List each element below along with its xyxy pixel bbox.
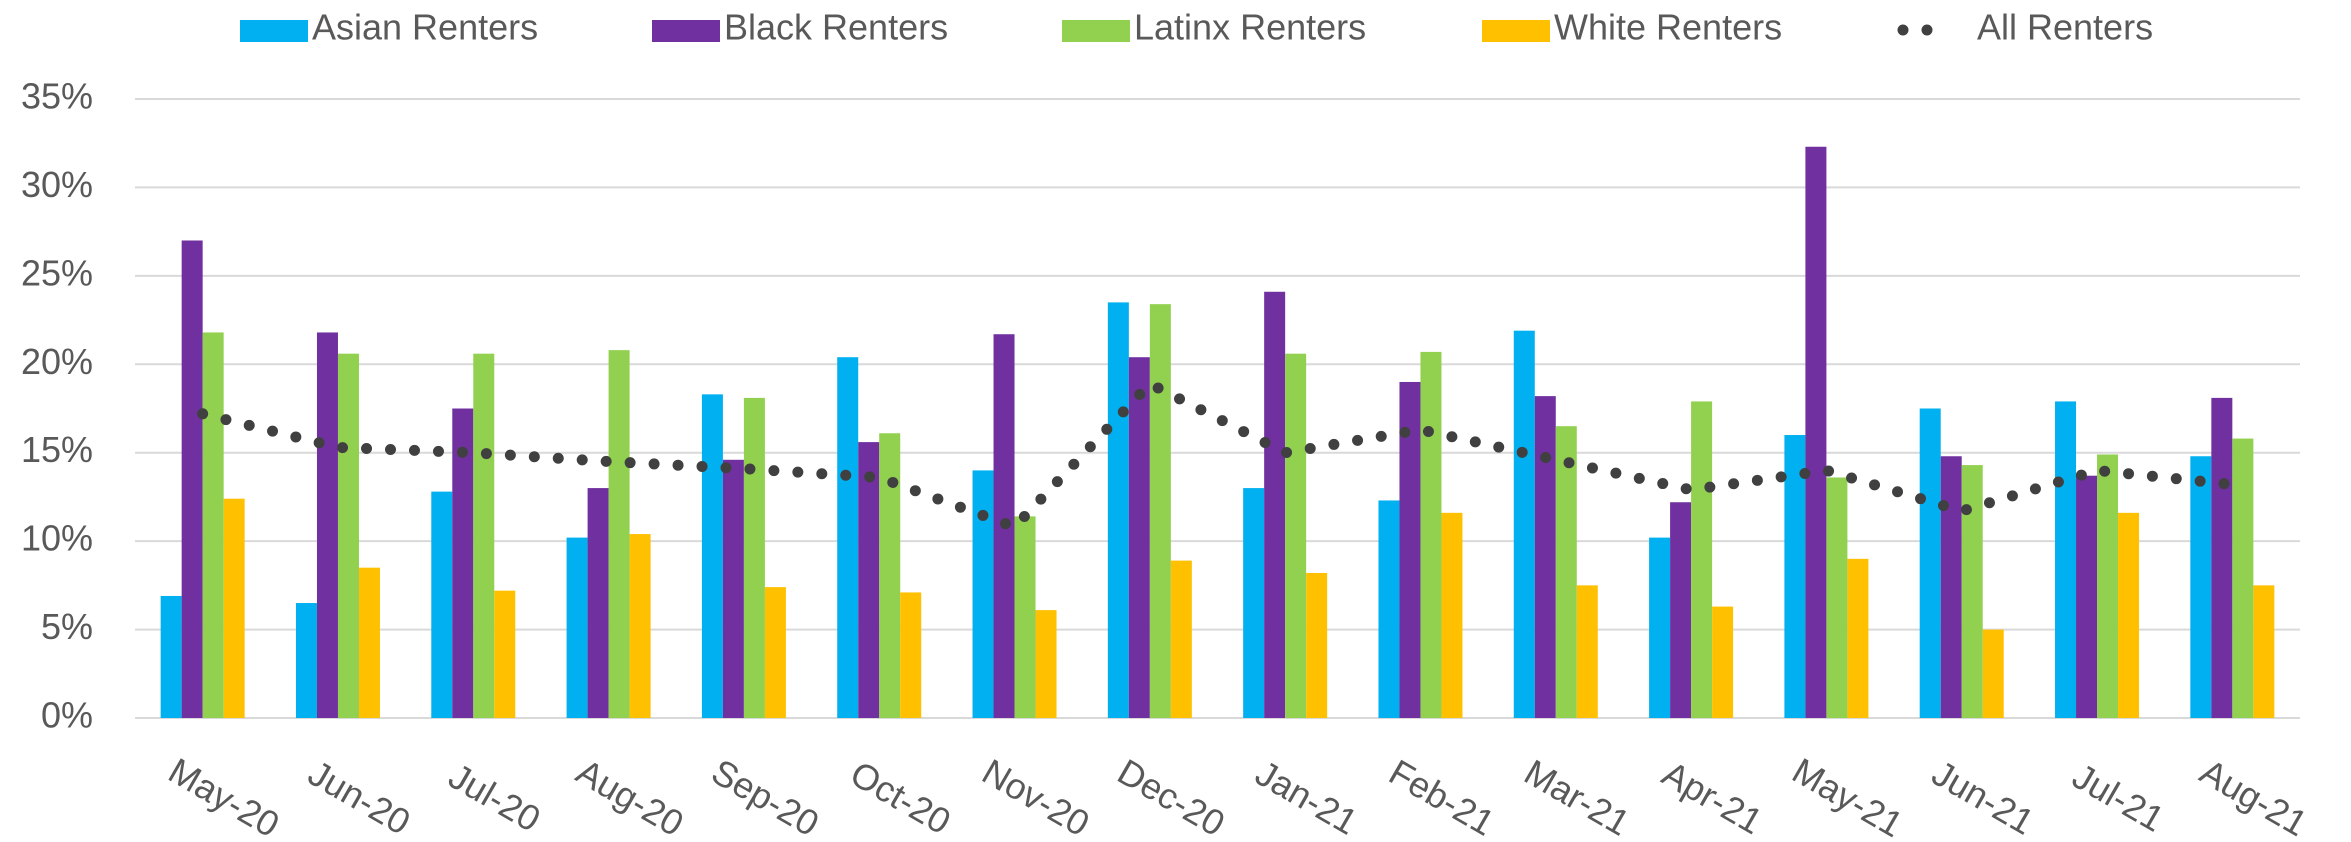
bar <box>1670 502 1692 718</box>
bar <box>473 353 495 718</box>
bar <box>1847 558 1869 718</box>
bar <box>2076 475 2098 718</box>
bar <box>1534 396 1556 718</box>
bar <box>701 394 723 718</box>
x-tick-label: Sep-20 <box>705 751 826 842</box>
bar <box>1691 401 1713 718</box>
bar <box>722 459 744 718</box>
x-tick-label: Nov-20 <box>976 751 1097 842</box>
bar <box>160 595 182 718</box>
bar <box>858 442 880 718</box>
bar <box>1712 606 1734 718</box>
x-tick-label: Dec-20 <box>1111 751 1232 842</box>
x-tick-label: May-20 <box>162 750 286 842</box>
bar <box>1399 381 1421 718</box>
legend-swatch <box>652 20 720 42</box>
x-tick-label: Apr-21 <box>1656 753 1770 842</box>
legend-swatch <box>1482 20 1550 42</box>
bar <box>1306 572 1328 718</box>
bar <box>1805 146 1827 718</box>
bar <box>431 491 453 718</box>
bar <box>629 534 651 718</box>
x-tick-label: Oct-20 <box>844 753 958 842</box>
bar <box>1940 456 1962 718</box>
legend-swatch <box>1062 20 1130 42</box>
y-tick-label: 0% <box>41 695 93 736</box>
bar <box>972 470 994 718</box>
bar <box>2118 512 2140 718</box>
bar <box>1107 302 1129 718</box>
bar <box>1826 477 1848 718</box>
x-tick-label: May-21 <box>1786 750 1910 842</box>
bar <box>494 590 516 718</box>
x-tick-label: Mar-21 <box>1518 751 1637 842</box>
bar <box>223 498 245 718</box>
y-tick-label: 30% <box>21 164 93 205</box>
bar <box>743 397 765 718</box>
x-tick-label: Aug-20 <box>570 751 691 842</box>
bar <box>1555 426 1577 718</box>
x-tick-label: Jan-21 <box>1249 752 1365 842</box>
bar <box>587 488 609 718</box>
y-tick-label: 10% <box>21 518 93 559</box>
bar <box>2232 438 2254 718</box>
y-tick-label: 35% <box>21 76 93 117</box>
bar <box>1961 465 1983 718</box>
bar <box>316 332 338 718</box>
bar <box>295 603 317 718</box>
bar <box>1378 500 1400 718</box>
bar <box>2253 585 2275 718</box>
x-tick-label: Aug-21 <box>2193 751 2314 842</box>
legend-label: Black Renters <box>724 7 948 48</box>
bar <box>1420 351 1442 718</box>
bar <box>1784 435 1806 718</box>
bar <box>1285 353 1307 718</box>
x-tick-label: Feb-21 <box>1382 751 1501 842</box>
y-tick-label: 15% <box>21 429 93 470</box>
bar <box>2097 454 2119 718</box>
bar <box>1170 560 1192 718</box>
legend-label: All Renters <box>1977 7 2153 48</box>
legend-label: White Renters <box>1554 7 1782 48</box>
x-tick-label: Jun-20 <box>302 752 418 842</box>
bar <box>1919 408 1941 718</box>
bar <box>879 433 901 718</box>
bar <box>1128 357 1150 718</box>
bar <box>1014 516 1036 718</box>
y-tick-label: 5% <box>41 606 93 647</box>
bar <box>837 357 859 718</box>
bar <box>2055 401 2077 718</box>
x-tick-label: Jul-20 <box>442 755 547 840</box>
bar <box>1982 629 2004 718</box>
bar <box>202 332 224 718</box>
bar <box>1649 537 1671 718</box>
bar <box>764 587 786 718</box>
bar <box>358 567 380 718</box>
bar <box>1264 291 1286 718</box>
bar <box>2211 397 2233 718</box>
bar <box>1035 610 1057 718</box>
legend-swatch <box>240 20 308 42</box>
line <box>197 376 2238 534</box>
bar <box>566 537 588 718</box>
legend-label: Latinx Renters <box>1134 7 1366 48</box>
y-tick-label: 20% <box>21 341 93 382</box>
bar <box>337 353 359 718</box>
bar <box>1576 585 1598 718</box>
bar <box>181 240 203 718</box>
x-tick-label: Jun-21 <box>1925 752 2041 842</box>
bar <box>900 592 922 718</box>
y-tick-label: 25% <box>21 252 93 293</box>
bar <box>452 408 474 718</box>
bar <box>608 350 630 718</box>
bar <box>2190 456 2212 718</box>
bar <box>1513 330 1535 718</box>
bar <box>1149 304 1171 718</box>
x-tick-label: Jul-21 <box>2066 755 2171 840</box>
legend-label: Asian Renters <box>312 7 538 48</box>
bar <box>1441 512 1463 718</box>
bar <box>1243 488 1265 718</box>
